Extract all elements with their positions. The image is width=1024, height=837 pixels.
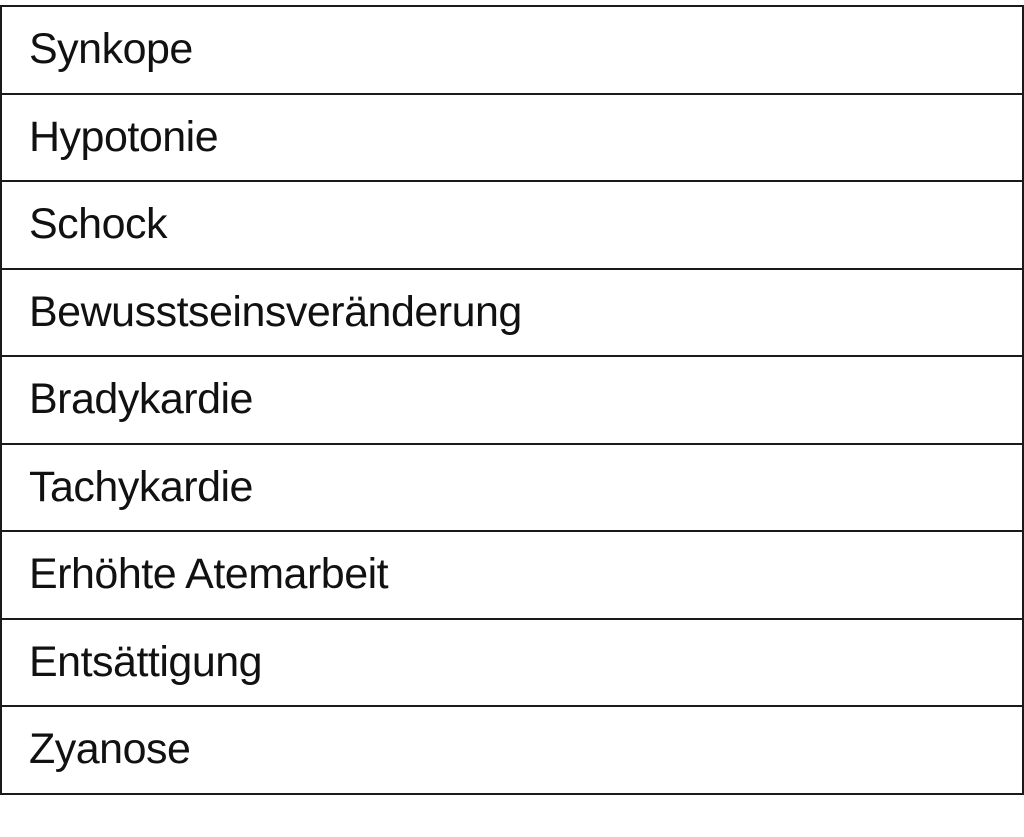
table-row: Schock — [0, 180, 1024, 270]
table-cell: Erhöhte Atemarbeit — [0, 530, 1024, 620]
symptom-table: Synkope Hypotonie Schock Bewusstseinsver… — [0, 5, 1024, 795]
table-row: Bradykardie — [0, 355, 1024, 445]
table-row: Synkope — [0, 5, 1024, 95]
table-cell: Tachykardie — [0, 442, 1024, 532]
table-row: Entsättigung — [0, 617, 1024, 707]
table-cell: Entsättigung — [0, 617, 1024, 707]
table-cell: Bewusstseinsveränderung — [0, 267, 1024, 357]
table-cell: Bradykardie — [0, 355, 1024, 445]
table-cell: Zyanose — [0, 705, 1024, 795]
table-row: Hypotonie — [0, 92, 1024, 182]
table-cell: Hypotonie — [0, 92, 1024, 182]
table-row: Bewusstseinsveränderung — [0, 267, 1024, 357]
table-row: Zyanose — [0, 705, 1024, 795]
table-row: Tachykardie — [0, 442, 1024, 532]
table-row: Erhöhte Atemarbeit — [0, 530, 1024, 620]
table-cell: Schock — [0, 180, 1024, 270]
table-cell: Synkope — [0, 5, 1024, 95]
